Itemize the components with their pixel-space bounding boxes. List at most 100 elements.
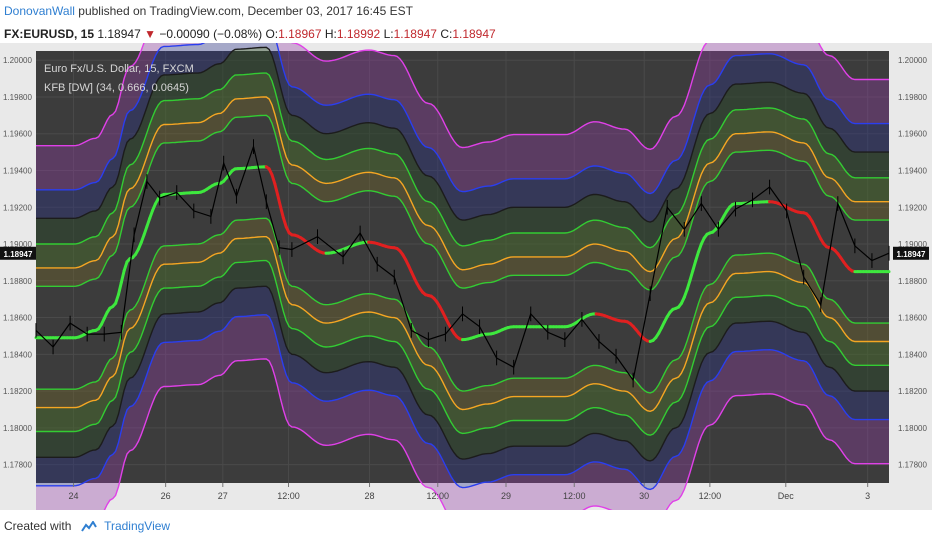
y-tick-label-left: 1.17800 xyxy=(3,461,32,470)
low-label: L: xyxy=(383,27,394,41)
y-tick-label-right: 1.19400 xyxy=(898,166,927,175)
indicator-label: KFB [DW] (34, 0.666, 0.0645) xyxy=(44,82,189,94)
x-tick-label: Dec xyxy=(778,491,795,501)
price-chart[interactable]: 1.20000 1.19800 1.19600 1.19400 1.19200 1.190… xyxy=(0,43,932,510)
x-tick-label: 12:00 xyxy=(563,491,586,501)
last-price-tag-bg xyxy=(0,246,36,260)
y-tick-label-left: 1.19800 xyxy=(3,93,32,102)
y-tick-label-left: 1.20000 xyxy=(3,56,32,65)
upper-band-3 xyxy=(36,72,889,249)
y-tick-label-left: 1.18400 xyxy=(3,350,32,359)
x-tick-label: 24 xyxy=(69,491,79,501)
symbol-label: FX:EURUSD, 15 xyxy=(4,27,95,41)
x-axis: 24 26 27 12:00 28 12:00 29 12:00 30 12:00 Dec 3 xyxy=(69,483,870,501)
ticker-line: FX:EURUSD, 15 1.18947 ▼ −0.00090 (−0.08%… xyxy=(4,27,496,41)
band-fill xyxy=(36,218,889,412)
band-fill xyxy=(36,47,889,248)
last-price-tag-bg xyxy=(893,246,929,260)
price-change: −0.00090 (−0.08%) xyxy=(159,27,263,41)
y-axis-right: 1.20000 1.19800 1.19600 1.19400 1.19200 1.190… xyxy=(898,56,927,469)
price-group xyxy=(35,139,890,388)
y-tick-label-left: 1.18600 xyxy=(3,314,32,323)
y-tick-label-left: 1.19000 xyxy=(3,240,32,249)
down-arrow-icon: ▼ xyxy=(144,27,156,41)
upper-band-6 xyxy=(36,43,889,151)
price-line xyxy=(35,144,890,382)
midline-segment xyxy=(273,182,280,197)
upper-band-5 xyxy=(36,43,889,195)
publish-text: published on TradingView.com, December 0… xyxy=(78,4,413,18)
y-tick-label-right: 1.18800 xyxy=(898,277,927,286)
y-tick-label-right: 1.18200 xyxy=(898,387,927,396)
y-tick-label-right: 1.18400 xyxy=(898,350,927,359)
footer: Created with TradingView xyxy=(4,519,170,533)
high-label: H: xyxy=(324,27,337,41)
y-tick-label-right: 1.17800 xyxy=(898,461,927,470)
band-fill xyxy=(36,73,889,272)
close-label: C: xyxy=(440,27,453,41)
x-tick-label: 28 xyxy=(365,491,375,501)
lower-band-6 xyxy=(103,358,889,510)
y-tick-label-right: 1.18000 xyxy=(898,424,927,433)
midline-segment xyxy=(685,278,692,292)
price-tags: 1.18947 1.18947 xyxy=(0,246,929,260)
lower-band-4 xyxy=(36,285,889,462)
close-value: 1.18947 xyxy=(452,27,496,41)
upper-band-4 xyxy=(36,46,889,223)
midline-group xyxy=(34,165,891,343)
last-price-tag: 1.18947 xyxy=(4,250,33,259)
band-fill xyxy=(36,43,889,194)
y-tick-label-left: 1.18800 xyxy=(3,277,32,286)
y-tick-label-right: 1.19800 xyxy=(898,93,927,102)
y-tick-label-left: 1.19400 xyxy=(3,166,32,175)
midline-segment xyxy=(279,205,285,220)
band-fill xyxy=(36,260,889,461)
y-tick-label-left: 1.18200 xyxy=(3,387,32,396)
high-value: 1.18992 xyxy=(336,27,381,41)
band-fill xyxy=(36,236,889,436)
band-fill xyxy=(36,286,889,490)
y-tick-label-right: 1.19000 xyxy=(898,240,927,249)
lower-band-5 xyxy=(36,314,889,491)
last-price: 1.18947 xyxy=(97,27,141,41)
chart-title: Euro Fx/U.S. Dollar, 15, FXCM xyxy=(44,63,194,75)
midline-segment xyxy=(119,269,126,285)
midline-segment xyxy=(270,173,277,186)
midline-segment xyxy=(116,281,123,297)
open-label: O: xyxy=(265,27,279,41)
band-fill xyxy=(36,97,889,290)
author-link[interactable]: DonovanWall xyxy=(4,4,75,18)
publish-line: DonovanWall published on TradingView.com… xyxy=(4,4,413,18)
y-tick-label-right: 1.18600 xyxy=(898,314,927,323)
y-tick-label-left: 1.18000 xyxy=(3,424,32,433)
midline-segment xyxy=(691,259,698,273)
midline-segment xyxy=(688,269,695,282)
band-fill xyxy=(36,314,889,510)
midline-segment xyxy=(281,216,288,229)
lower-band-3 xyxy=(36,259,889,436)
low-value: 1.18947 xyxy=(393,27,437,41)
band-fill xyxy=(36,43,889,222)
x-tick-label: 29 xyxy=(501,491,511,501)
plot-area[interactable] xyxy=(36,51,889,483)
upper-band-1 xyxy=(36,114,889,291)
x-tick-label: 12:00 xyxy=(699,491,722,501)
midline-segment xyxy=(114,293,120,305)
x-tick-label: 3 xyxy=(865,491,870,501)
lower-band-1 xyxy=(36,217,889,394)
midline-segment xyxy=(276,193,283,209)
x-tick-label: 26 xyxy=(161,491,171,501)
x-tick-label: 12:00 xyxy=(426,491,449,501)
open-value: 1.18967 xyxy=(278,27,322,41)
midline-segment xyxy=(694,250,700,263)
y-tick-label-right: 1.19200 xyxy=(898,203,927,212)
y-axis-left: 1.20000 1.19800 1.19600 1.19400 1.19200 1.190… xyxy=(3,56,32,469)
y-tick-label-right: 1.20000 xyxy=(898,56,927,65)
tradingview-logo-icon xyxy=(80,520,97,532)
x-tick-label: 30 xyxy=(639,491,649,501)
y-tick-label-left: 1.19600 xyxy=(3,130,32,139)
last-price-tag: 1.18947 xyxy=(897,250,926,259)
y-tick-label-right: 1.19600 xyxy=(898,130,927,139)
y-tick-label-left: 1.19200 xyxy=(3,203,32,212)
tradingview-brand-link[interactable]: TradingView xyxy=(104,519,171,533)
